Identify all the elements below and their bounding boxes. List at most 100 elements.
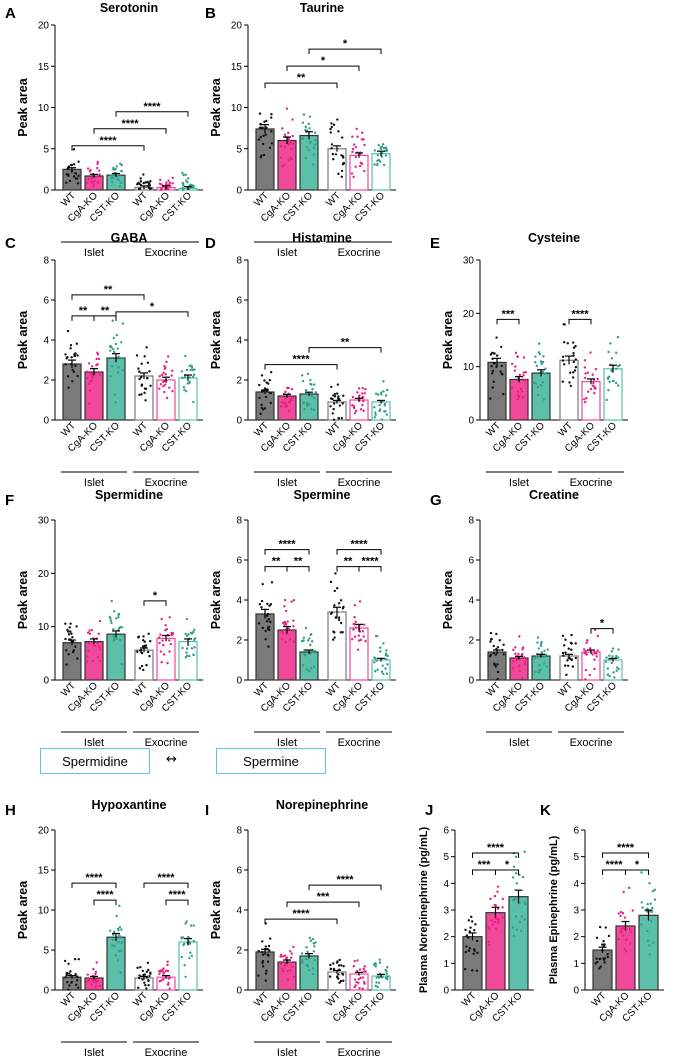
y-tick-label: 0 [443,986,449,997]
data-point [342,605,345,609]
data-point [352,406,356,410]
data-point [361,403,364,407]
y-tick-label: 10 [38,622,50,633]
data-point [169,642,173,646]
data-point [339,631,343,634]
data-point [279,145,283,148]
y-tick-label: 30 [463,256,475,267]
y-axis-label: Peak area [209,310,223,369]
data-point [183,964,186,967]
data-point [68,179,72,183]
data-point [189,368,192,372]
data-point [280,405,283,408]
data-point [511,926,515,929]
group-label: Exocrine [145,1047,188,1059]
data-point [139,648,143,652]
data-point [93,644,96,648]
data-point [291,396,295,399]
data-point [521,646,525,649]
data-point [496,907,500,910]
data-point [88,977,92,981]
data-point [111,319,114,322]
data-point [66,329,70,333]
data-point [111,944,114,947]
data-point [86,376,89,380]
data-point [595,936,599,940]
data-point [313,945,316,948]
data-point [263,407,267,410]
data-point [110,346,113,349]
data-point [260,403,263,407]
data-point [310,407,313,411]
group-label: Exocrine [570,477,613,489]
data-point [168,639,171,642]
data-point [266,612,270,616]
data-point [190,364,193,368]
data-point [363,623,366,626]
data-point [361,395,364,399]
data-point [358,968,362,971]
data-point [341,972,344,976]
significance-label: * [150,301,155,313]
data-point [646,929,649,933]
data-point [338,404,342,407]
data-point [353,603,357,607]
data-point [593,667,596,671]
data-point [497,921,500,924]
data-point [604,660,608,663]
data-point [259,135,262,139]
data-point [182,936,185,939]
data-point [64,353,67,356]
data-point [149,384,152,387]
bar [106,936,126,991]
data-point [120,169,123,173]
significance-label: * [343,38,348,50]
data-point [383,404,387,407]
significance-label: **** [121,118,139,130]
data-point [336,587,339,590]
data-point [332,123,336,127]
data-point [382,390,385,393]
y-tick-label: 20 [38,826,50,837]
data-point [143,387,147,390]
data-point [640,923,643,926]
data-point [120,625,124,629]
data-point [163,367,167,370]
data-point [537,351,541,354]
data-point [87,649,90,653]
data-point [314,391,317,394]
data-point [342,162,346,165]
data-point [90,628,94,632]
data-point [261,961,264,965]
data-point [140,375,143,378]
data-point [340,154,343,157]
data-point [489,640,492,643]
data-point [497,919,500,922]
data-point [522,356,526,359]
data-point [167,179,170,182]
data-point [465,934,469,937]
significance-bracket [264,918,338,925]
data-point [95,175,98,178]
data-point [380,418,384,421]
data-point [307,403,311,406]
data-point [334,153,338,156]
data-point [69,344,73,347]
data-point [160,188,163,191]
data-point [91,375,94,379]
data-point [290,387,294,391]
data-point [570,633,573,637]
bar [615,925,636,991]
data-point [140,362,143,365]
data-point [72,175,76,178]
significance-bracket [625,869,649,875]
group-label: Exocrine [338,1047,381,1059]
data-point [306,402,309,405]
y-tick-label: 15 [231,62,243,73]
data-point [534,360,537,364]
data-point [137,636,140,639]
significance-label: **** [96,889,114,901]
